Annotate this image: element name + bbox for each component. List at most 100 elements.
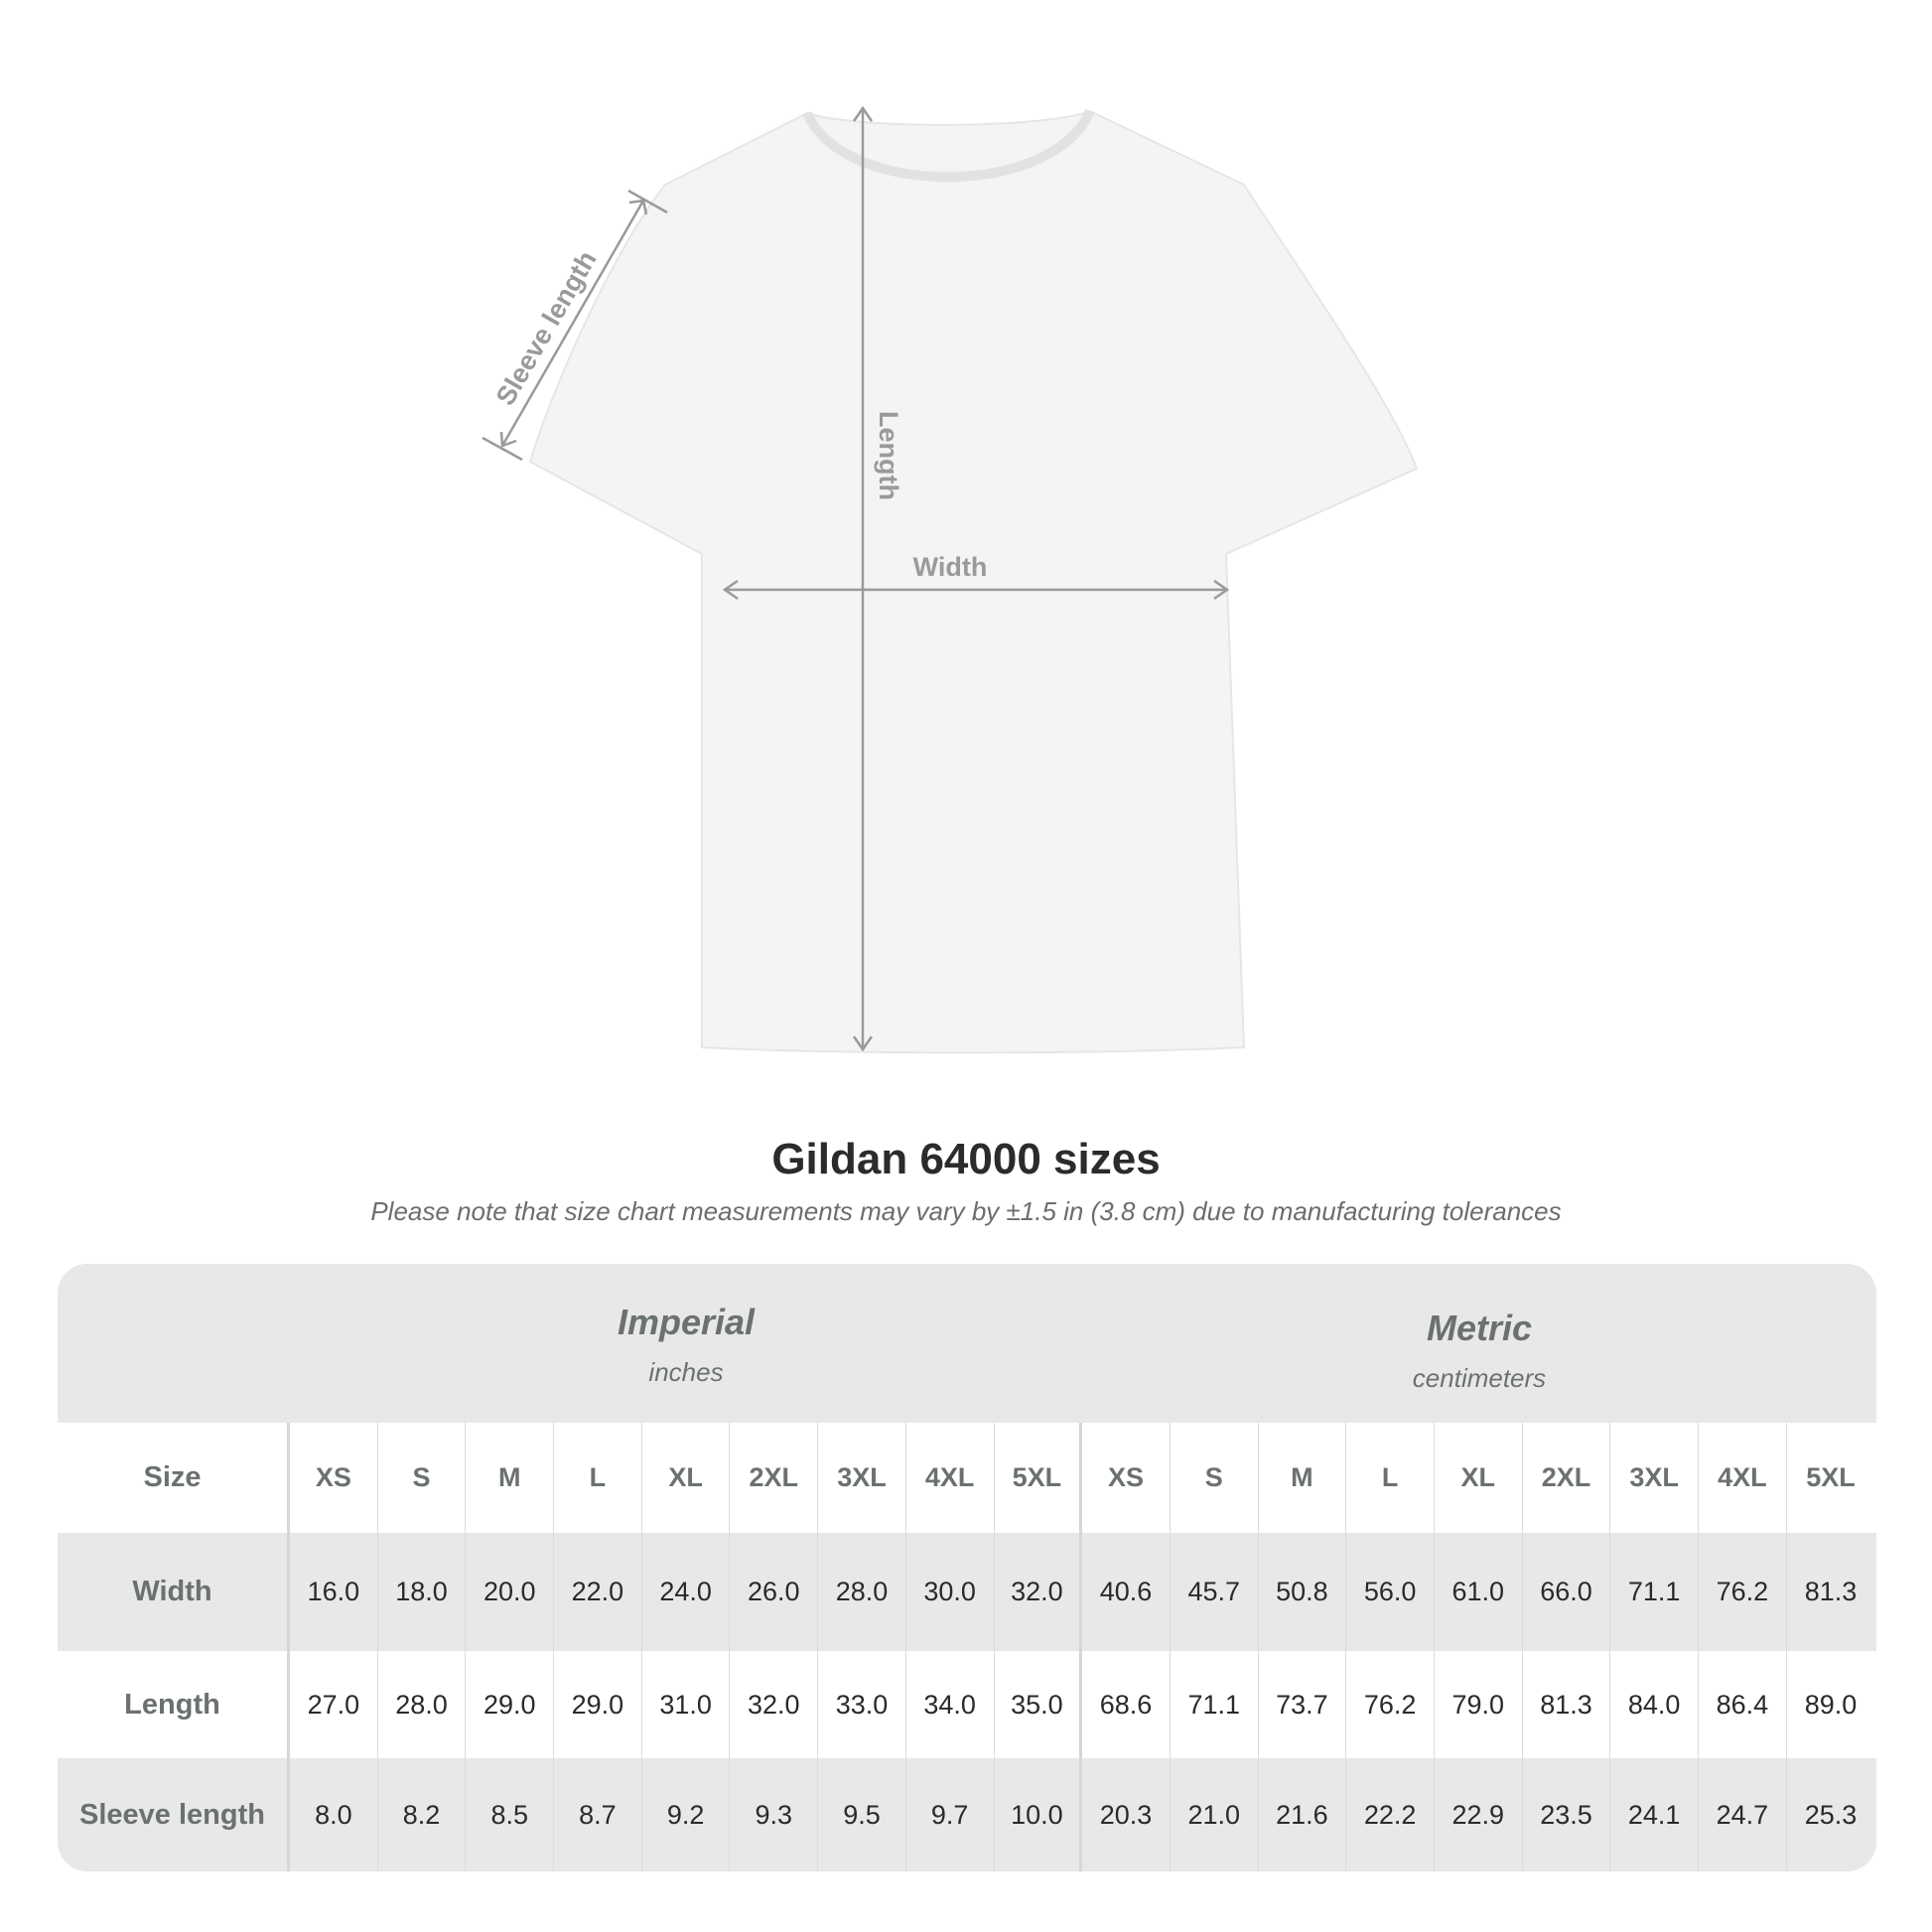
tolerance-note: Please note that size chart measurements… [370,1196,1562,1226]
value-cell: 24.7 [1699,1758,1787,1871]
value-cell: 9.5 [818,1758,906,1871]
value-cell: 50.8 [1259,1533,1347,1651]
metric-header: Metric centimeters [1082,1264,1876,1466]
value-cell: 81.3 [1804,1577,1858,1606]
width-arrowheads [722,579,1230,601]
size-header-cell: S [378,1423,467,1533]
metric-unit: centimeters [1412,1363,1547,1393]
size-header-cell: 3XL [1610,1423,1699,1533]
value-cell: 20.0 [466,1533,555,1651]
size-table: Imperial inches Metric centimeters Size X… [58,1264,1876,1871]
tshirt-shape [528,109,1419,1054]
sleeve-arrow [500,200,645,447]
size-header-cell: 2XL [730,1423,819,1533]
row-label: Size [58,1423,290,1533]
value-cell: 71.1 [1171,1651,1259,1758]
chart-title: Gildan 64000 sizes [771,1135,1161,1183]
value-cell: 28.0 [818,1533,906,1651]
size-header-cell: S [1171,1423,1259,1533]
value-cell: 18.0 [378,1533,467,1651]
size-header-cell: XL [1435,1423,1523,1533]
size-header-cell: XL [642,1423,731,1533]
length-label: Length [874,411,903,500]
value-cell: 8.7 [554,1758,642,1871]
value-cell: 9.7 [906,1758,995,1871]
size-header-cell: M [1259,1423,1347,1533]
table-row-width: Width 16.0 18.0 20.0 22.0 24.0 26.0 28.0 30.0 32.… [58,1533,1876,1651]
value-cell: 22.2 [1346,1758,1435,1871]
value-cell: 84.0 [1610,1651,1699,1758]
value-cell: 71.1 [1610,1533,1699,1651]
value-cell: 27.0 [290,1651,378,1758]
value-cell: 24.0 [642,1533,731,1651]
value-cell: 73.7 [1259,1651,1347,1758]
value-cell: 8.5 [466,1758,555,1871]
value-cell: 56.0 [1346,1533,1435,1651]
length-arrowheads [852,105,874,1052]
value-cell: 24.1 [1610,1758,1699,1871]
table-row-sleeve-length: Sleeve length 8.0 8.2 8.5 8.7 9.2 9.3 9.5 9.7 10.… [58,1758,1876,1871]
size-header-cell: XS [1082,1423,1171,1533]
sleeve-tick-bottom [482,436,523,462]
value-cell: 32.0 [730,1651,819,1758]
size-header-cell: 5XL [1806,1462,1856,1492]
value-cell: 33.0 [818,1651,906,1758]
value-cell: 32.0 [995,1533,1083,1651]
value-cell: 68.6 [1082,1651,1171,1758]
size-header-cell: 2XL [1523,1423,1611,1533]
value-cell: 30.0 [906,1533,995,1651]
table-row-length: Length 27.0 28.0 29.0 29.0 31.0 32.0 33.0 34.0 35… [58,1651,1876,1758]
value-cell: 21.6 [1259,1758,1347,1871]
value-cell: 86.4 [1699,1651,1787,1758]
table-row-size: Size XS S M L XL 2XL 3XL 4XL 5XL XS S M L XL 2XL 3XL 4XL 5… [58,1423,1876,1533]
row-label: Sleeve length [58,1758,290,1871]
size-header-cell: 4XL [1699,1423,1787,1533]
size-header-cell: 5XL [995,1423,1083,1533]
imperial-unit: inches [648,1357,724,1387]
value-cell: 22.9 [1435,1758,1523,1871]
value-cell: 40.6 [1082,1533,1171,1651]
value-cell: 21.0 [1171,1758,1259,1871]
value-cell: 45.7 [1171,1533,1259,1651]
value-cell: 76.2 [1699,1533,1787,1651]
row-label: Length [58,1651,290,1758]
value-cell: 8.2 [378,1758,467,1871]
tshirt-diagram: Length Width Sleeve length [482,105,1419,1054]
value-cell: 35.0 [995,1651,1083,1758]
value-cell: 20.3 [1082,1758,1171,1871]
size-header-cell: 3XL [818,1423,906,1533]
metric-label: Metric [1426,1308,1533,1348]
value-cell: 26.0 [730,1533,819,1651]
size-header-cell: M [466,1423,555,1533]
row-label: Width [58,1533,290,1651]
value-cell: 25.3 [1804,1799,1858,1830]
value-cell: 66.0 [1523,1533,1611,1651]
sleeve-arrowheads [499,199,648,448]
value-cell: 22.0 [554,1533,642,1651]
value-cell: 29.0 [466,1651,555,1758]
value-cell: 9.2 [642,1758,731,1871]
imperial-header: Imperial inches [290,1264,1082,1460]
value-cell: 79.0 [1435,1651,1523,1758]
value-cell: 76.2 [1346,1651,1435,1758]
value-cell: 34.0 [906,1651,995,1758]
value-cell: 89.0 [1804,1689,1858,1720]
value-cell: 31.0 [642,1651,731,1758]
value-cell: 16.0 [290,1533,378,1651]
value-cell: 28.0 [378,1651,467,1758]
value-cell: 8.0 [290,1758,378,1871]
value-cell: 81.3 [1523,1651,1611,1758]
size-header-cell: XS [290,1423,378,1533]
value-cell: 10.0 [995,1758,1083,1871]
value-cell: 9.3 [730,1758,819,1871]
value-cell: 61.0 [1435,1533,1523,1651]
size-header-cell: 4XL [906,1423,995,1533]
imperial-label: Imperial [617,1302,756,1342]
tshirt-collar [802,108,1095,183]
sleeve-tick-top [627,189,668,214]
value-cell: 29.0 [554,1651,642,1758]
size-header-cell: L [1346,1423,1435,1533]
value-cell: 23.5 [1523,1758,1611,1871]
size-header-cell: L [554,1423,642,1533]
width-label: Width [913,552,988,582]
